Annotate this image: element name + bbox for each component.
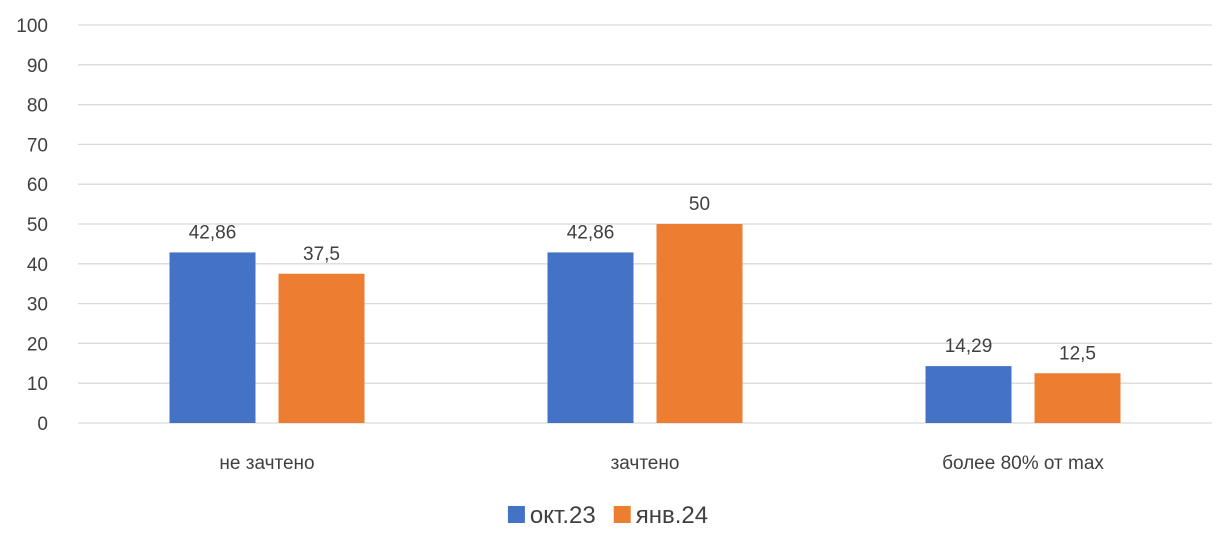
bar-jan24 [656, 224, 743, 423]
category-label: зачтено [611, 453, 680, 474]
y-tick-label: 20 [27, 334, 48, 355]
bar-oct23 [925, 366, 1012, 423]
legend-item: окт.23 [507, 502, 596, 529]
category-label: более 80% от max [942, 453, 1104, 474]
legend-swatch [507, 506, 525, 523]
data-label: 42,86 [189, 222, 237, 243]
legend: окт.23 янв.24 [507, 502, 708, 529]
y-tick-label: 10 [27, 374, 48, 395]
bar-jan24 [1034, 373, 1121, 423]
data-label: 50 [689, 194, 710, 215]
data-label: 14,29 [945, 336, 993, 357]
y-tick-label: 100 [16, 16, 48, 37]
category-labels: не зачтено зачтено более 80% от max [219, 453, 1104, 474]
data-label: 37,5 [303, 244, 340, 265]
gridlines [78, 24, 1212, 424]
y-axis-ticks: 0 10 20 30 40 50 60 70 80 90 100 [16, 16, 48, 435]
category-label: не зачтено [219, 453, 314, 474]
legend-label: окт.23 [530, 502, 596, 528]
bar-oct23 [547, 252, 634, 423]
bar-oct23 [169, 252, 256, 423]
bars [169, 224, 1121, 423]
y-tick-label: 70 [27, 135, 48, 156]
data-label: 42,86 [567, 222, 615, 243]
y-tick-label: 60 [27, 175, 48, 196]
y-tick-label: 30 [27, 295, 48, 316]
y-tick-label: 40 [27, 255, 48, 276]
y-tick-label: 50 [27, 215, 48, 236]
data-labels: 42,86 37,5 42,86 50 14,29 12,5 [189, 194, 1096, 364]
legend-swatch [613, 506, 631, 523]
y-tick-label: 0 [37, 414, 48, 435]
y-tick-label: 80 [27, 96, 48, 117]
legend-item: янв.24 [613, 502, 708, 529]
data-label: 12,5 [1059, 343, 1096, 364]
y-tick-label: 90 [27, 56, 48, 77]
legend-label: янв.24 [636, 502, 708, 528]
bar-jan24 [278, 273, 365, 423]
